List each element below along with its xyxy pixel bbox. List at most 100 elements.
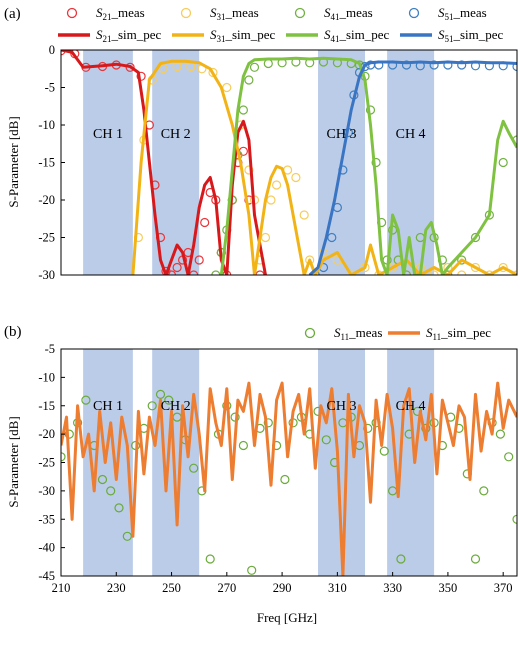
- x-tick-label: 370: [494, 581, 513, 595]
- data-point-S41_meas: [470, 232, 481, 243]
- data-point-S41_meas: [498, 157, 508, 168]
- y-tick-label: -45: [38, 569, 55, 583]
- data-point-S41_meas: [371, 157, 381, 168]
- data-point-S21_meas: [200, 217, 210, 228]
- legend-marker-swatch: [180, 7, 192, 19]
- series-line-S41_sim_pec: [219, 56, 517, 275]
- legend-marker-swatch: [294, 7, 306, 19]
- channel-label-1: CH 1: [93, 127, 123, 142]
- y-tick-label: -10: [38, 118, 55, 132]
- data-point-S51_meas: [457, 60, 467, 70]
- panel-a-plot-area: CH 1 CH 2 CH 3 CH 4 0 -5 -10 -15 -20 -25 -30: [38, 43, 518, 282]
- legend-marker-swatch: [66, 7, 78, 19]
- data-point-S11_meas: [147, 401, 157, 411]
- data-point-S11_meas: [470, 554, 481, 564]
- y-tick-label: -15: [38, 399, 55, 413]
- y-tick-label: -10: [38, 370, 55, 384]
- data-point-S31_meas: [484, 270, 494, 275]
- channel-label-3: CH 3: [327, 399, 357, 414]
- data-point-S21_meas: [189, 270, 199, 275]
- data-point-S11_meas: [155, 389, 166, 399]
- legend-item-S51_meas: S51_meas: [408, 5, 487, 22]
- panel-b-legend: S11_meas S11_sim_pec: [304, 325, 491, 342]
- panel-a: (a) S-Parameter [dB] S21_meas S31_meas S41…: [4, 5, 518, 282]
- legend-marker-swatch: [304, 327, 316, 339]
- x-tick-label: 250: [162, 581, 181, 595]
- data-point-S11_meas: [512, 514, 517, 524]
- panel-b-plot-area: CH 1 CH 2 CH 3 CH 4 -5 -10 -15 -20 -25 -30 -35 -40 -…: [38, 342, 518, 595]
- data-point-S31_meas: [222, 82, 232, 93]
- data-point-S51_meas: [429, 60, 439, 70]
- y-tick-label: -20: [38, 427, 55, 441]
- data-point-S31_meas: [457, 270, 467, 275]
- legend-label: S11_meas: [334, 325, 382, 342]
- series-group: [61, 381, 517, 576]
- y-tick-label: -15: [38, 156, 55, 170]
- x-tick-label: 270: [217, 581, 236, 595]
- y-tick-label: 0: [49, 43, 55, 57]
- data-point-S21_meas: [255, 270, 265, 275]
- data-point-S41_meas: [249, 62, 260, 72]
- channel-band-1: [83, 50, 133, 275]
- y-tick-label: -40: [38, 541, 55, 555]
- legend-item-S41_meas: S41_meas: [294, 5, 373, 22]
- y-tick-label: -5: [45, 342, 55, 356]
- data-point-S11_meas: [379, 446, 389, 456]
- data-point-S31_meas: [429, 270, 439, 275]
- data-point-S31_meas: [346, 270, 356, 275]
- data-point-S11_meas: [247, 565, 257, 575]
- legend-item-S51_sim_pec: S51_sim_pec: [400, 27, 504, 44]
- data-point-S41_meas: [263, 58, 273, 69]
- legend-label: S41_sim_pec: [324, 27, 390, 44]
- data-point-S11_meas: [495, 429, 505, 439]
- data-point-S11_meas: [321, 435, 331, 445]
- channel-label-3: CH 3: [327, 127, 357, 142]
- legend-item-S21_meas: S21_meas: [66, 5, 145, 22]
- data-point-S31_meas: [244, 165, 254, 175]
- data-point-S41_meas: [244, 75, 254, 85]
- x-tick-label: 210: [52, 581, 71, 595]
- data-point-S11_meas: [280, 474, 290, 485]
- data-point-S21_meas: [166, 270, 177, 275]
- channel-label-4: CH 4: [396, 399, 426, 414]
- data-point-S11_meas: [363, 423, 373, 433]
- legend-label: S51_meas: [438, 5, 487, 22]
- data-point-S31_meas: [266, 195, 276, 205]
- data-point-S21_meas: [136, 71, 146, 81]
- data-point-S11_meas: [64, 429, 74, 439]
- y-tick-label: -25: [38, 456, 55, 470]
- panel-a-ylabel: S-Parameter [dB]: [6, 116, 21, 207]
- data-point-S21_meas: [172, 262, 182, 273]
- legend-label: S21_sim_pec: [96, 27, 162, 44]
- y-tick-label: -25: [38, 231, 55, 245]
- legend-label: S21_meas: [96, 5, 145, 22]
- y-tick-label: -30: [38, 484, 55, 498]
- legend-label: S31_sim_pec: [210, 27, 276, 44]
- panel-b-ylabel: S-Parameter [dB]: [6, 416, 21, 507]
- x-tick-label: 350: [439, 581, 458, 595]
- channel-band-2: [152, 349, 200, 576]
- x-tick-label: 290: [273, 581, 292, 595]
- x-tick-label: 230: [107, 581, 126, 595]
- data-point-S31_meas: [158, 64, 168, 74]
- data-point-S41_meas: [443, 270, 453, 275]
- y-tick-label: -5: [45, 81, 55, 95]
- panel-b-xlabel: Freq [GHz]: [257, 610, 317, 625]
- legend-item-S31_meas: S31_meas: [180, 5, 259, 22]
- legend-item-S31_sim_pec: S31_sim_pec: [172, 27, 276, 44]
- data-point-S11_meas: [479, 486, 489, 496]
- data-point-S41_meas: [401, 270, 412, 275]
- data-point-S11_meas: [97, 474, 108, 485]
- series-line-S31_sim_pec: [131, 59, 517, 275]
- panel-b-label: (b): [4, 324, 22, 340]
- y-tick-label: -20: [38, 193, 55, 207]
- data-point-S11_meas: [504, 452, 514, 462]
- panel-a-label: (a): [4, 6, 21, 22]
- data-point-S41_meas: [457, 255, 467, 265]
- data-point-S11_meas: [396, 554, 406, 564]
- panel-a-legend: S21_meas S31_meas S41_meas S51_meas S21_sim_…: [58, 5, 504, 44]
- legend-label: S51_sim_pec: [438, 27, 504, 44]
- data-point-S11_meas: [238, 440, 248, 451]
- panel-b: (b) S-Parameter [dB] Freq [GHz] S11_meas…: [4, 324, 518, 625]
- y-tick-label: -35: [38, 512, 55, 526]
